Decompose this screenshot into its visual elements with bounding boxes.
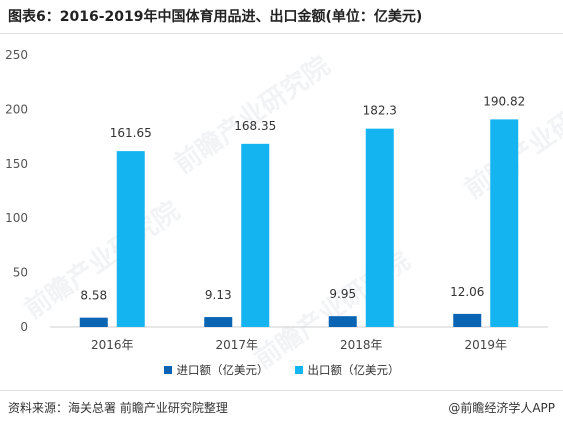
import-bar xyxy=(79,317,108,327)
title-divider xyxy=(0,33,563,34)
legend-item-import: 进口额（亿美元） xyxy=(163,362,269,378)
export-value-label: 190.82 xyxy=(483,94,525,108)
bar-chart: 0 50 100 150 200 250 8.58 161.65 2016年 9.13 168.35… xyxy=(5,48,548,352)
import-value-label: 12.06 xyxy=(450,285,484,299)
x-tick-label: 2018年 xyxy=(340,338,383,352)
legend-item-export: 出口额（亿美元） xyxy=(294,362,400,378)
y-tick-label: 50 xyxy=(13,266,28,280)
export-bar xyxy=(490,119,519,327)
import-bar xyxy=(328,316,357,327)
chart-legend: 进口额（亿美元） 出口额（亿美元） xyxy=(0,362,563,378)
import-bar xyxy=(204,317,233,327)
import-value-label: 9.95 xyxy=(329,287,356,301)
export-value-label: 168.35 xyxy=(234,119,276,133)
export-bar xyxy=(241,143,270,327)
y-tick-label: 250 xyxy=(5,48,28,62)
source-note: 资料来源：海关总署 前瞻产业研究院整理 xyxy=(8,401,228,415)
legend-swatch-export xyxy=(294,366,303,374)
export-bar xyxy=(116,151,145,327)
y-tick-label: 200 xyxy=(5,102,28,116)
y-tick-label: 150 xyxy=(5,157,28,171)
footer-divider xyxy=(0,390,563,391)
legend-label-import: 进口额（亿美元） xyxy=(176,363,269,377)
legend-swatch-import xyxy=(163,366,172,374)
brand-credit: @前瞻经济学人APP xyxy=(448,401,555,415)
y-tick-label: 100 xyxy=(5,211,28,225)
x-tick-label: 2017年 xyxy=(215,338,258,352)
import-value-label: 8.58 xyxy=(80,289,107,303)
x-tick-label: 2016年 xyxy=(91,338,134,352)
import-bar xyxy=(453,313,482,327)
legend-label-export: 出口额（亿美元） xyxy=(307,363,400,377)
import-value-label: 9.13 xyxy=(205,288,232,302)
export-value-label: 161.65 xyxy=(110,126,152,140)
y-tick-label: 0 xyxy=(20,320,28,334)
export-value-label: 182.3 xyxy=(363,104,397,118)
x-tick-label: 2019年 xyxy=(464,338,507,352)
export-bar xyxy=(365,128,394,327)
chart-title: 图表6：2016-2019年中国体育用品进、出口金额(单位：亿美元) xyxy=(8,9,423,25)
